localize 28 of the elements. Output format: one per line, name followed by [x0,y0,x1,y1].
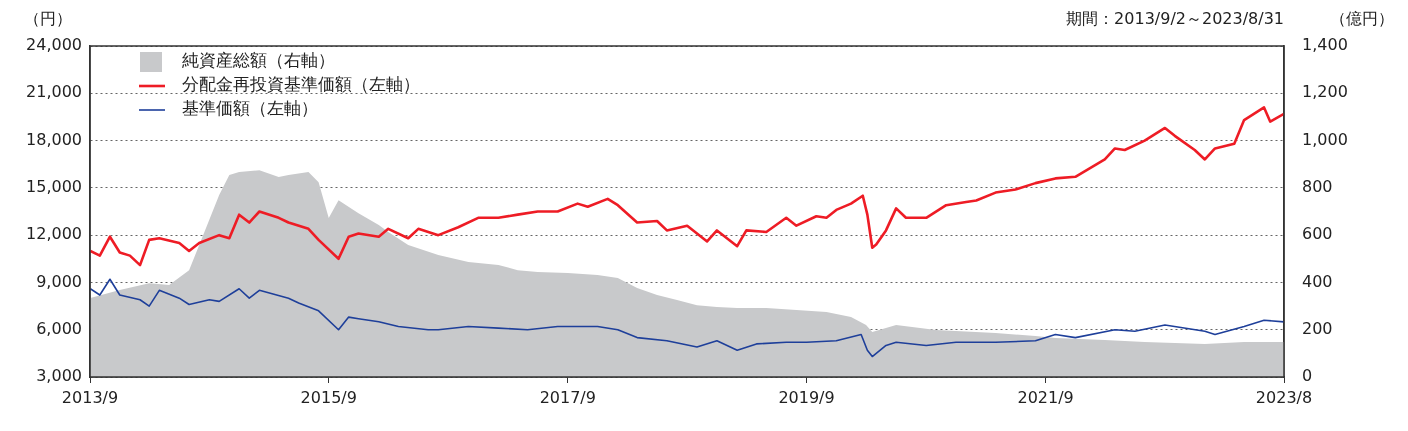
x-tick-label: 2023/8 [1255,387,1313,407]
legend-label: 分配金再投資基準価額（左軸） [182,74,420,95]
y2-axis-title: （億円） [1330,9,1394,29]
y-tick-label: 18,000 [26,129,82,149]
y-axis-title: （円） [24,9,72,29]
y-tick-label: 15,000 [26,177,82,197]
y-tick-label: 24,000 [26,35,82,55]
y-tick-label: 9,000 [36,271,82,291]
y-tick-label: 3,000 [36,366,82,386]
legend-label: 純資産総額（右軸） [182,50,335,71]
y2-tick-label: 400 [1302,271,1333,291]
y-tick-label: 6,000 [36,318,82,338]
x-tick-label: 2019/9 [778,387,835,407]
y-tick-label: 21,000 [26,82,82,102]
x-tick-label: 2021/9 [1017,387,1074,407]
x-tick-label: 2015/9 [300,387,357,407]
y2-tick-label: 600 [1302,224,1333,244]
x-tick-label: 2013/9 [61,387,119,407]
y2-tick-label: 1,400 [1302,35,1348,55]
y-tick-label: 12,000 [26,224,82,244]
y2-tick-label: 1,200 [1302,82,1348,102]
y2-tick-label: 1,000 [1302,129,1348,149]
legend-label: 基準価額（左軸） [182,98,318,119]
y2-tick-label: 800 [1302,177,1333,197]
x-tick-label: 2017/9 [539,387,596,407]
y2-tick-label: 0 [1302,366,1313,386]
text: 期間：2013/9/2～2023/8/31 [1066,9,1284,29]
y2-tick-label: 200 [1302,318,1333,338]
